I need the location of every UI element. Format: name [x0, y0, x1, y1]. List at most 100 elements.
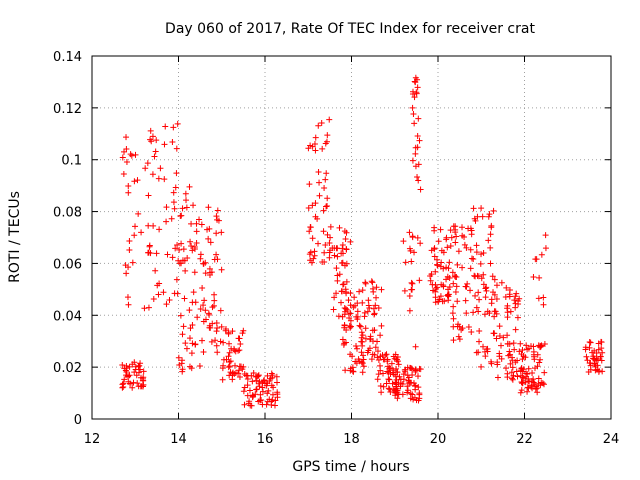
data-point [453, 283, 460, 290]
data-point [410, 88, 417, 95]
data-point [191, 269, 198, 276]
data-point [417, 186, 424, 193]
data-point [445, 291, 452, 298]
data-point [473, 349, 480, 356]
data-point [358, 338, 365, 345]
data-point [227, 358, 234, 365]
data-point [136, 362, 143, 369]
data-point [225, 329, 232, 336]
data-point [188, 242, 195, 249]
data-point [444, 292, 451, 299]
data-point [206, 322, 213, 329]
data-point [128, 152, 135, 159]
data-point [338, 299, 345, 306]
data-point [206, 272, 213, 279]
data-point [343, 278, 350, 285]
data-point [459, 325, 466, 332]
data-point [220, 356, 227, 363]
data-point [236, 347, 243, 354]
data-point [366, 345, 373, 352]
data-point [487, 231, 494, 238]
data-point [347, 290, 354, 297]
data-point [210, 302, 217, 309]
data-point [485, 237, 492, 244]
data-point [380, 383, 387, 390]
data-point [259, 388, 266, 395]
data-point [456, 336, 463, 343]
data-point [401, 287, 408, 294]
data-point [514, 314, 521, 321]
data-point [222, 325, 229, 332]
data-point [146, 242, 153, 249]
data-point [235, 335, 242, 342]
data-point [404, 383, 411, 390]
data-point [235, 367, 242, 374]
data-point [489, 273, 496, 280]
data-point [478, 363, 485, 370]
data-point [414, 144, 421, 151]
data-point [530, 376, 537, 383]
data-point [364, 349, 371, 356]
data-point [470, 205, 477, 212]
data-point [409, 157, 416, 164]
data-point [535, 375, 542, 382]
data-point [519, 379, 526, 386]
data-point [510, 340, 517, 347]
data-point [326, 239, 333, 246]
data-point [152, 267, 159, 274]
grid-lines [92, 56, 611, 419]
data-point [432, 294, 439, 301]
data-point [306, 228, 313, 235]
data-point [519, 347, 526, 354]
data-point [362, 325, 369, 332]
data-point [452, 239, 459, 246]
data-point [147, 127, 154, 134]
data-point [199, 337, 206, 344]
data-point [312, 147, 319, 154]
x-tick-label: 24 [603, 432, 620, 447]
data-point [149, 171, 156, 178]
data-point [190, 289, 197, 296]
data-point [119, 154, 126, 161]
data-point [347, 310, 354, 317]
data-point [459, 224, 466, 231]
data-point [326, 254, 333, 261]
data-point [258, 396, 265, 403]
data-point [541, 341, 548, 348]
data-point [190, 202, 197, 209]
x-tick-labels: 12 14 16 18 20 22 24 [84, 432, 620, 447]
data-point [378, 322, 385, 329]
data-point [454, 298, 461, 305]
data-point [213, 230, 220, 237]
data-point [240, 327, 247, 334]
data-point [163, 301, 170, 308]
data-point [386, 386, 393, 393]
data-point [405, 377, 412, 384]
data-point [202, 307, 209, 314]
data-point [389, 380, 396, 387]
data-point [503, 365, 510, 372]
y-axis-title: ROTI / TECUs [7, 191, 23, 283]
data-point [123, 134, 130, 141]
data-point [599, 368, 606, 375]
data-point [241, 401, 248, 408]
data-point [206, 311, 213, 318]
y-tick-label: 0.08 [53, 206, 82, 221]
data-point [496, 353, 503, 360]
data-point [540, 301, 547, 308]
data-point [125, 183, 132, 190]
y-tick-label: 0.06 [53, 257, 82, 272]
data-point [440, 265, 447, 272]
data-point [412, 163, 419, 170]
data-point [512, 304, 519, 311]
data-point [477, 260, 484, 267]
data-point [131, 359, 138, 366]
data-point [309, 202, 316, 209]
data-point [249, 378, 256, 385]
data-point [161, 176, 168, 183]
data-point [538, 342, 545, 349]
data-point [455, 248, 462, 255]
data-point [187, 238, 194, 245]
data-point [386, 365, 393, 372]
data-point [312, 134, 319, 141]
